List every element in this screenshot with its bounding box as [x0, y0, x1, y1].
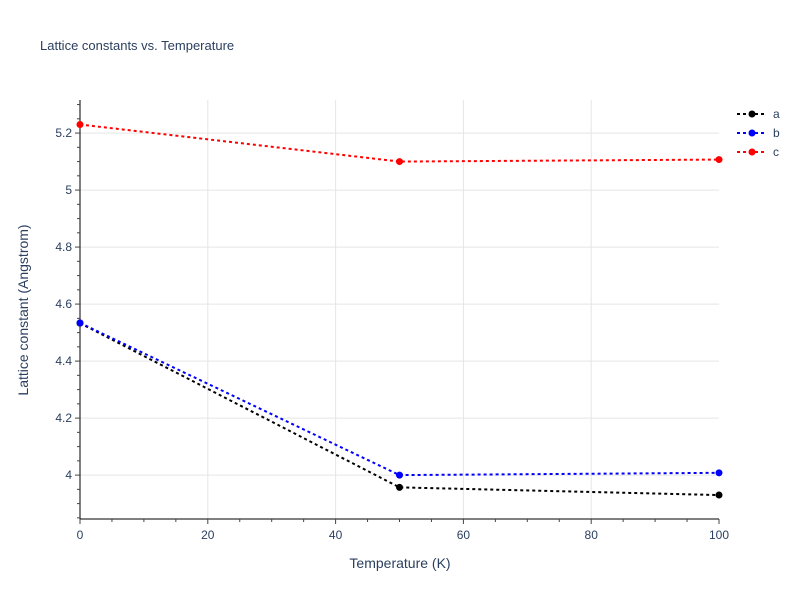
- legend-marker-c: [748, 148, 756, 156]
- data-point-b: [396, 471, 403, 479]
- series-b: [76, 319, 723, 479]
- y-tick-label: 4.2: [55, 411, 72, 425]
- legend-item-a: a: [737, 107, 780, 121]
- y-tick-label: 5.2: [55, 126, 72, 140]
- y-tick-label: 4.8: [55, 240, 72, 254]
- y-tick-label: 4: [65, 468, 72, 482]
- series-line-b: [79, 321, 720, 477]
- data-point-a: [715, 491, 723, 499]
- y-axis-label: Lattice constant (Angstrom): [15, 224, 31, 395]
- series-line-c: [79, 123, 720, 163]
- x-tick-label: 100: [709, 528, 729, 542]
- y-tick-label: 4.4: [55, 354, 72, 368]
- legend-item-b: b: [737, 126, 780, 140]
- data-point-a: [396, 483, 403, 491]
- chart-title: Lattice constants vs. Temperature: [40, 38, 234, 53]
- data-point-b: [715, 469, 723, 477]
- x-axis-label: Temperature (K): [349, 555, 450, 571]
- data-point-c: [396, 158, 403, 166]
- x-tick-label: 20: [201, 528, 215, 542]
- legend-label-c: c: [773, 145, 779, 159]
- legend-label-b: b: [773, 126, 780, 140]
- x-tick-label: 40: [329, 528, 343, 542]
- legend-marker-b: [748, 129, 756, 137]
- x-tick-label: 80: [585, 528, 599, 542]
- y-tick-label: 5: [65, 183, 72, 197]
- data-point-c: [76, 121, 84, 129]
- data-point-c: [715, 156, 723, 164]
- legend-item-c: c: [737, 145, 779, 159]
- series-line-a: [79, 322, 720, 497]
- legend-label-a: a: [773, 107, 780, 121]
- data-point-b: [76, 319, 84, 327]
- x-tick-label: 60: [457, 528, 471, 542]
- y-tick-label: 4.6: [55, 297, 72, 311]
- x-tick-label: 0: [77, 528, 84, 542]
- legend-marker-a: [748, 110, 756, 118]
- series-c: [76, 121, 723, 166]
